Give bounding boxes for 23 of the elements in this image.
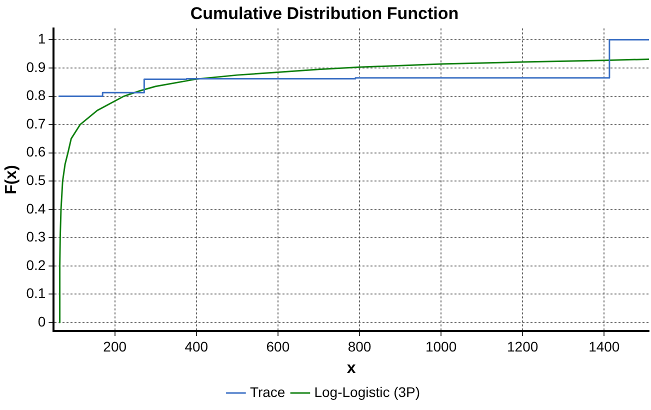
y-tick-label: 0.8 <box>26 87 46 104</box>
y-tick-label: 0.7 <box>26 115 46 132</box>
y-tick-label: 0.3 <box>26 228 46 245</box>
x-tick-label: 600 <box>266 338 290 354</box>
x-tick-label: 400 <box>184 338 208 354</box>
legend-label: Log-Logistic (3P) <box>314 384 420 400</box>
chart-title: Cumulative Distribution Function <box>190 4 459 23</box>
x-axis-title: x <box>346 360 356 377</box>
legend-label: Trace <box>250 384 286 400</box>
x-tick-label: 1000 <box>425 338 457 354</box>
y-tick-label: 0 <box>38 313 46 330</box>
x-tick-label: 200 <box>103 338 127 354</box>
x-tick-label: 800 <box>348 338 372 354</box>
y-tick-label: 0.4 <box>26 200 46 216</box>
y-tick-label: 0.6 <box>26 144 46 160</box>
x-tick-label: 1400 <box>588 338 620 354</box>
y-tick-label: 0.5 <box>26 172 46 188</box>
y-tick-label: 0.2 <box>26 256 46 273</box>
x-tick-label: 1200 <box>507 338 538 354</box>
y-tick-label: 0.1 <box>26 285 46 302</box>
y-axis-title: F(x) <box>3 165 20 194</box>
y-tick-label: 1 <box>38 30 46 47</box>
y-tick-label: 0.9 <box>26 58 46 75</box>
